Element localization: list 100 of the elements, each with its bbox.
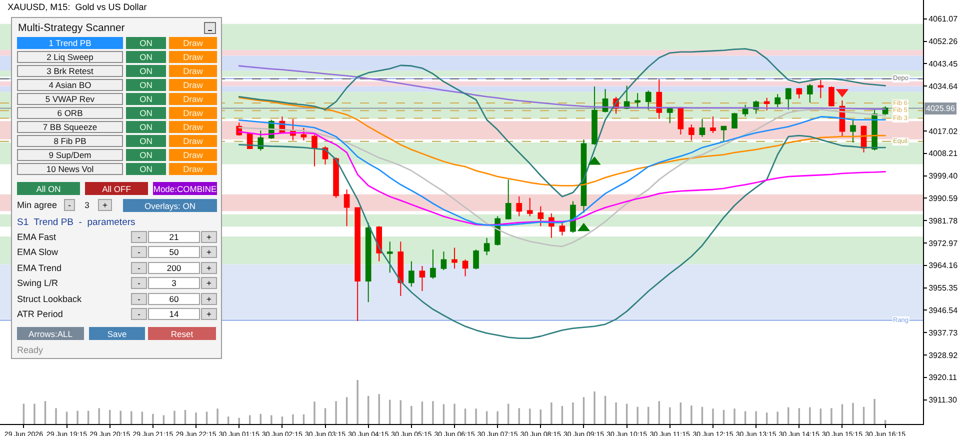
button: 8 Fib PB: [17, 135, 123, 147]
annotation: Draw: [183, 52, 203, 62]
button: Draw: [169, 79, 217, 91]
button: +: [201, 231, 217, 243]
candlestick: [678, 108, 684, 136]
candlestick: [742, 104, 748, 117]
line-series: [238, 108, 886, 248]
input-field: 200: [148, 262, 200, 274]
candlestick: [354, 207, 360, 322]
y-tick-label: 3990.59: [928, 194, 958, 203]
candlestick: [764, 97, 770, 111]
annotation: ON: [140, 66, 152, 76]
button: Draw: [169, 121, 217, 133]
candlestick: [312, 134, 318, 167]
candlestick: [785, 88, 792, 110]
candlestick: [634, 92, 640, 109]
y-tick-label: 3920.11: [928, 373, 958, 382]
annotation: 8 Fib PB: [54, 136, 86, 146]
annotation: 5 VWAP Rev: [45, 94, 95, 104]
button: +: [201, 277, 217, 289]
candlestick: [333, 156, 339, 198]
button: -: [64, 199, 75, 211]
button: Draw: [169, 51, 217, 63]
candlestick: [656, 78, 662, 120]
candlestick: [386, 241, 393, 274]
y-tick-label: 4008.21: [928, 149, 958, 158]
button: ON: [126, 37, 166, 49]
candlestick: [818, 79, 824, 99]
chart-title: XAUUSD, M15: Gold vs US Dollar: [8, 2, 147, 12]
annotation: -: [138, 278, 140, 288]
annotation: 10 News Vol: [46, 164, 94, 174]
annotation: ON: [140, 136, 152, 146]
annotation: EMA Slow: [17, 247, 58, 257]
annotation: ON: [140, 52, 152, 62]
candlestick: [666, 108, 673, 124]
candlestick: [462, 258, 468, 277]
annotation: Draw: [183, 108, 203, 118]
button: +: [201, 246, 217, 258]
annotation: -: [138, 309, 140, 319]
annotation: 4 Asian BO: [48, 80, 92, 90]
annotation: Draw: [183, 94, 203, 104]
annotation: 2 Liq Sweep: [46, 52, 94, 62]
button: ON: [126, 93, 166, 105]
candlestick: [807, 83, 813, 103]
button: +: [201, 262, 217, 274]
button: Arrows:ALL: [17, 327, 84, 340]
annotation: Struct Lookback: [17, 294, 82, 304]
candlestick: [440, 251, 447, 271]
annotation: ON: [140, 94, 152, 104]
button: 4 Asian BO: [17, 79, 123, 91]
candlestick: [408, 260, 414, 288]
button: -: [131, 262, 147, 274]
annotation: EMA Trend: [17, 263, 62, 273]
candlestick: [452, 247, 458, 270]
annotation: 9 Sup/Dem: [48, 150, 92, 160]
annotation: Reset: [170, 328, 194, 338]
y-tick-label: 3972.97: [928, 238, 958, 248]
annotation: -: [138, 247, 140, 257]
annotation: Draw: [183, 150, 203, 160]
button: ON: [126, 121, 166, 133]
annotation: ATR Period: [17, 309, 63, 319]
candlestick: [526, 197, 533, 217]
button: Draw: [169, 107, 217, 119]
button: 6 ORB: [17, 107, 123, 119]
annotation: S1 Trend PB - parameters: [17, 216, 136, 228]
button: -: [131, 308, 147, 320]
button: Mode:COMBINE: [153, 182, 217, 195]
button: 3 Brk Retest: [17, 65, 123, 77]
annotation: Save: [107, 328, 127, 338]
annotation: ON: [140, 108, 152, 118]
annotation: Overlays: ON: [144, 200, 196, 210]
button: All ON: [17, 182, 80, 195]
candlestick: [505, 179, 512, 220]
candlestick: [398, 241, 404, 297]
candlestick: [365, 222, 372, 303]
button: ON: [126, 149, 166, 161]
y-tick-label: 3999.40: [928, 172, 958, 181]
button: ON: [126, 65, 166, 77]
line-series: [238, 65, 886, 110]
button: Draw: [169, 135, 217, 147]
y-tick-label: 4043.45: [928, 60, 958, 69]
input-field: 60: [148, 293, 200, 305]
button: Reset: [148, 327, 216, 340]
candlestick: [732, 112, 738, 128]
annotation: 21: [169, 232, 179, 242]
y-tick-label: 4061.07: [928, 14, 958, 24]
annotation: +: [206, 263, 212, 273]
y-tick-label: 3981.78: [928, 216, 958, 226]
annotation: Draw: [183, 136, 203, 146]
candlestick: [484, 237, 490, 256]
annotation: 1 Trend PB: [48, 38, 92, 48]
candlestick: [516, 196, 522, 217]
annotation: +: [102, 200, 108, 210]
annotation: Draw: [183, 38, 203, 48]
annotation: Draw: [183, 66, 203, 76]
candlestick: [473, 249, 479, 270]
button: -: [131, 231, 147, 243]
annotation: ON: [140, 122, 152, 132]
button: 7 BB Squeeze: [17, 121, 123, 133]
candlestick: [828, 86, 834, 107]
